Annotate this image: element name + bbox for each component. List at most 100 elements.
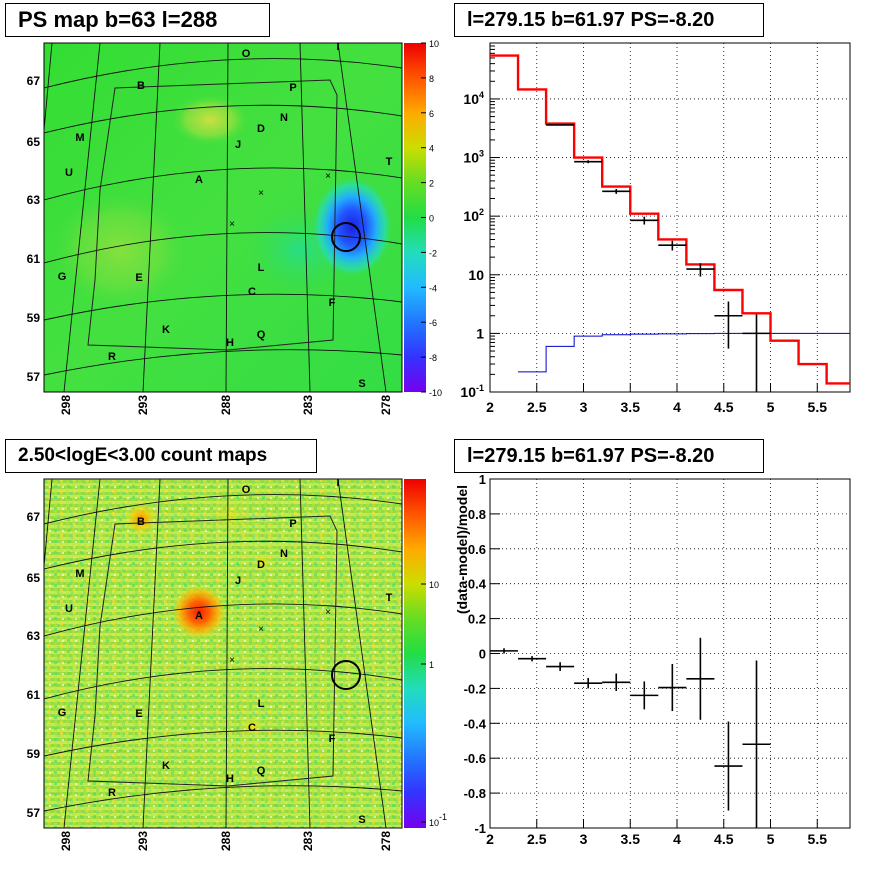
cross-marker: × (229, 219, 235, 230)
colorbar-tick-label: 1 (429, 660, 434, 670)
x-tick-label: 4.5 (714, 399, 734, 415)
y-tick-label: 67 (27, 510, 41, 524)
source-label-R: R (108, 351, 116, 363)
colorbar-tick-label: -6 (429, 318, 437, 328)
spectrum-panel: 2 2.5 3 3.5 4 4.5 5 5.5 10-1 1 10 102 103 104 (460, 42, 851, 415)
survey-footprint (87, 79, 338, 351)
coord-grid-line (44, 668, 402, 700)
data-point (630, 216, 659, 225)
coord-grid-line (44, 349, 402, 376)
y-tick-label: 0.4 (468, 577, 487, 592)
source-label-T: T (386, 156, 393, 168)
source-label-E: E (135, 272, 142, 284)
source-label-K: K (162, 760, 170, 772)
y-tick-label: 61 (27, 252, 41, 266)
y-tick-label: 10-1 (460, 383, 484, 400)
y-tick-label: 103 (463, 149, 484, 166)
source-label-D: D (257, 559, 265, 571)
y-tick-label: 102 (463, 207, 484, 224)
source-label-Q: Q (257, 765, 266, 777)
data-point (714, 301, 743, 349)
y-tick-label: -1 (474, 821, 486, 836)
colorbar-tick-label: 10 (429, 580, 439, 590)
ps-colorbar (404, 43, 426, 392)
coord-grid-line (44, 479, 53, 572)
source-label-L: L (258, 698, 265, 710)
x-tick-label: 278 (379, 395, 393, 415)
ps-map-panel: × × × O I B P N D J M U A T L G E C F K H Q R S 67 65 63 61 59 57 29… (27, 39, 442, 415)
y-tick-label: 59 (27, 747, 41, 761)
data-point (574, 160, 603, 164)
cross-marker: × (325, 607, 331, 618)
coord-grid-line (225, 479, 229, 828)
source-label-N: N (280, 112, 288, 124)
y-axis-label: (data-model)/model (454, 485, 470, 614)
colorbar-tick-label: 0 (429, 214, 434, 224)
spectrum-title: l=279.15 b=61.97 PS=-8.20 (454, 3, 764, 37)
x-tick-label: 2.5 (527, 831, 547, 847)
coord-grid-line (337, 479, 387, 828)
source-label-J: J (235, 575, 241, 587)
target-circle (331, 222, 361, 252)
x-tick-label: 5 (767, 399, 775, 415)
y-tick-label: 0.2 (468, 612, 486, 627)
x-tick-label: 3.5 (621, 399, 641, 415)
data-point (602, 189, 631, 194)
source-label-U: U (65, 603, 73, 615)
x-tick-label: 298 (59, 395, 73, 415)
y-tick-label: 0.6 (468, 542, 486, 557)
coord-grid-line (44, 167, 402, 201)
residual-point (686, 637, 715, 720)
ps-map-title: PS map b=63 l=288 (5, 3, 270, 37)
colorbar-tick-label: 2 (429, 179, 434, 189)
y-tick-label: 59 (27, 311, 41, 325)
source-label-P: P (289, 518, 296, 530)
coord-grid-line (44, 43, 53, 136)
source-label-H: H (226, 773, 234, 785)
target-circle-count (331, 660, 361, 690)
source-label-P: P (289, 82, 296, 94)
residual-point (546, 662, 575, 671)
x-tick-label: 293 (136, 395, 150, 415)
y-tick-label: 57 (27, 370, 41, 384)
x-tick-label: 278 (379, 831, 393, 851)
source-label-S: S (358, 378, 365, 390)
source-label-F: F (329, 733, 336, 745)
residual-point (490, 648, 519, 654)
ps-map-deficit-region (312, 177, 392, 277)
data-point (658, 240, 687, 251)
coord-grid-line (142, 43, 161, 392)
source-label-D: D (257, 123, 265, 135)
residual-panel: 2 2.5 3 3.5 4 4.5 5 5.5 1 0.8 0.6 0.4 0.2 0 -0.2 -0.4 -0… (454, 472, 851, 847)
source-label-L: L (258, 262, 265, 274)
x-tick-label: 5 (767, 831, 775, 847)
source-label-A: A (195, 610, 203, 622)
colorbar-tick-label: 10 (429, 39, 439, 49)
x-tick-label: 3 (580, 831, 588, 847)
y-tick-label: 63 (27, 629, 41, 643)
residual-title: l=279.15 b=61.97 PS=-8.20 (454, 439, 764, 473)
y-tick-label: -0.8 (464, 786, 486, 801)
source-label-B: B (137, 80, 145, 92)
y-tick-label: -0.6 (464, 751, 486, 766)
source-label-G: G (58, 707, 67, 719)
residual-point (742, 660, 771, 828)
residual-point (658, 663, 687, 712)
coord-grid-line (44, 785, 402, 812)
cross-marker: × (325, 171, 331, 182)
x-tick-label: 4.5 (714, 831, 734, 847)
source-label-H: H (226, 337, 234, 349)
x-tick-label: 2 (486, 831, 494, 847)
x-tick-label: 4 (673, 831, 681, 847)
y-tick-label: 65 (27, 135, 41, 149)
y-tick-label: 0 (479, 647, 486, 662)
y-tick-label: 0.8 (468, 507, 486, 522)
source-label-M: M (75, 132, 84, 144)
source-label-C: C (248, 722, 256, 734)
y-tick-label: -0.4 (464, 716, 487, 731)
x-tick-label: 288 (219, 831, 233, 851)
y-tick-label: 63 (27, 193, 41, 207)
y-tick-label: 1 (476, 325, 484, 341)
coord-grid-line (225, 43, 229, 392)
coord-grid-line (63, 43, 101, 392)
